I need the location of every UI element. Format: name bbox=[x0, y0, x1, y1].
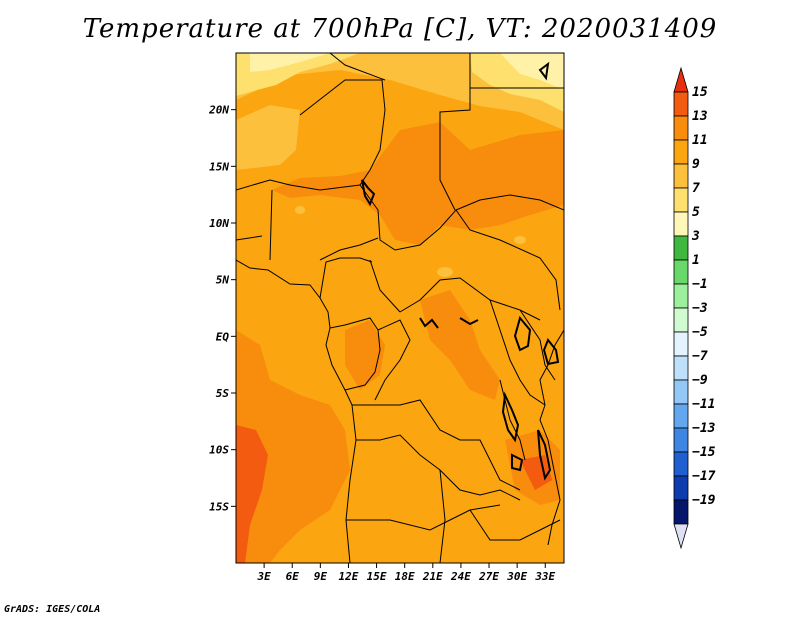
colorbar-label: −17 bbox=[692, 469, 716, 484]
colorbar-swatch bbox=[673, 235, 689, 261]
colorbar-swatch bbox=[673, 91, 689, 117]
longitude-axis: 3E 6E 9E 12E 15E 18E 21E 24E 27E 30E 33E bbox=[256, 563, 556, 583]
colorbar-swatch bbox=[673, 163, 689, 189]
field-7-9-speck bbox=[295, 206, 305, 214]
colorbar-label: 7 bbox=[692, 181, 700, 196]
colorbar-swatch bbox=[673, 283, 689, 309]
map-title: Temperature at 700hPa [C], VT: 202003140… bbox=[82, 14, 718, 44]
lat-tick-label: 20N bbox=[208, 104, 229, 117]
colorbar: 15 13 11 9 7 5 3 1 −1 −3 −5 −7 −9 −11 −13 −15 −17 −19 bbox=[673, 66, 716, 550]
lon-tick-label: 15E bbox=[367, 570, 387, 583]
colorbar-swatch bbox=[673, 66, 689, 93]
field-7-9-speck bbox=[514, 236, 526, 244]
field-13-15-southeast bbox=[520, 455, 552, 490]
colorbar-label: −5 bbox=[692, 325, 708, 340]
colorbar-label: −3 bbox=[692, 301, 708, 316]
lon-tick-label: 6E bbox=[286, 570, 300, 583]
grads-credit: GrADS: IGES/COLA bbox=[4, 604, 101, 615]
lon-tick-label: 12E bbox=[339, 570, 359, 583]
lon-tick-label: 3E bbox=[256, 570, 271, 583]
lat-tick-label: EQ bbox=[216, 330, 230, 343]
colorbar-swatch bbox=[673, 331, 689, 357]
colorbar-label: 15 bbox=[692, 85, 708, 100]
field-7-9-west bbox=[236, 105, 300, 170]
colorbar-label: 11 bbox=[692, 133, 708, 148]
colorbar-swatch bbox=[673, 139, 689, 165]
latitude-axis: 20N 15N 10N 5N EQ 5S 10S 15S bbox=[208, 104, 236, 513]
colorbar-label: −9 bbox=[692, 373, 708, 388]
temperature-field bbox=[236, 53, 564, 563]
colorbar-swatch bbox=[673, 427, 689, 453]
lon-tick-label: 24E bbox=[450, 570, 471, 583]
colorbar-label: −15 bbox=[692, 445, 716, 460]
lon-tick-label: 21E bbox=[422, 570, 443, 583]
lat-tick-label: 10S bbox=[209, 444, 229, 457]
lon-tick-label: 27E bbox=[478, 570, 499, 583]
field-13-15-southwest bbox=[236, 425, 268, 563]
colorbar-label: −11 bbox=[692, 397, 715, 412]
map-frame bbox=[235, 52, 565, 564]
colorbar-label: 13 bbox=[692, 109, 708, 124]
colorbar-swatch bbox=[673, 475, 689, 501]
field-3-5-northwest bbox=[250, 53, 330, 72]
lat-tick-label: 10N bbox=[209, 217, 229, 230]
colorbar-swatch bbox=[673, 259, 689, 285]
colorbar-swatch bbox=[673, 451, 689, 477]
field-3-5-northeast bbox=[500, 53, 564, 90]
lon-tick-label: 9E bbox=[314, 570, 328, 583]
lat-tick-label: 5N bbox=[216, 274, 230, 287]
colorbar-label: −13 bbox=[692, 421, 716, 436]
lake-outlines bbox=[361, 61, 560, 481]
colorbar-swatch bbox=[673, 211, 689, 237]
colorbar-swatch bbox=[673, 355, 689, 381]
colorbar-label: 9 bbox=[692, 157, 700, 172]
colorbar-swatch bbox=[673, 499, 689, 525]
colorbar-swatch bbox=[673, 307, 689, 333]
field-7-9-speck bbox=[437, 267, 453, 277]
colorbar-label: −1 bbox=[692, 277, 708, 292]
colorbar-label: 3 bbox=[691, 229, 700, 244]
field-11-13-southwest bbox=[236, 330, 350, 563]
colorbar-label: 1 bbox=[692, 253, 700, 268]
field-11-13-congo bbox=[420, 290, 500, 400]
lon-tick-label: 30E bbox=[506, 570, 527, 583]
colorbar-label: −7 bbox=[692, 349, 708, 364]
lon-tick-label: 18E bbox=[395, 570, 415, 583]
lat-tick-label: 15N bbox=[209, 160, 229, 173]
colorbar-swatch bbox=[673, 187, 689, 213]
colorbar-swatch bbox=[673, 379, 689, 405]
colorbar-swatch bbox=[673, 115, 689, 141]
colorbar-swatch bbox=[673, 403, 689, 429]
colorbar-label: −19 bbox=[692, 493, 716, 508]
country-borders bbox=[236, 53, 564, 563]
lat-tick-label: 15S bbox=[209, 500, 229, 513]
lon-tick-label: 33E bbox=[534, 570, 555, 583]
field-11-13-sahel bbox=[272, 122, 564, 245]
colorbar-label: 5 bbox=[692, 205, 700, 220]
lat-tick-label: 5S bbox=[216, 387, 230, 400]
colorbar-swatch bbox=[673, 523, 689, 550]
